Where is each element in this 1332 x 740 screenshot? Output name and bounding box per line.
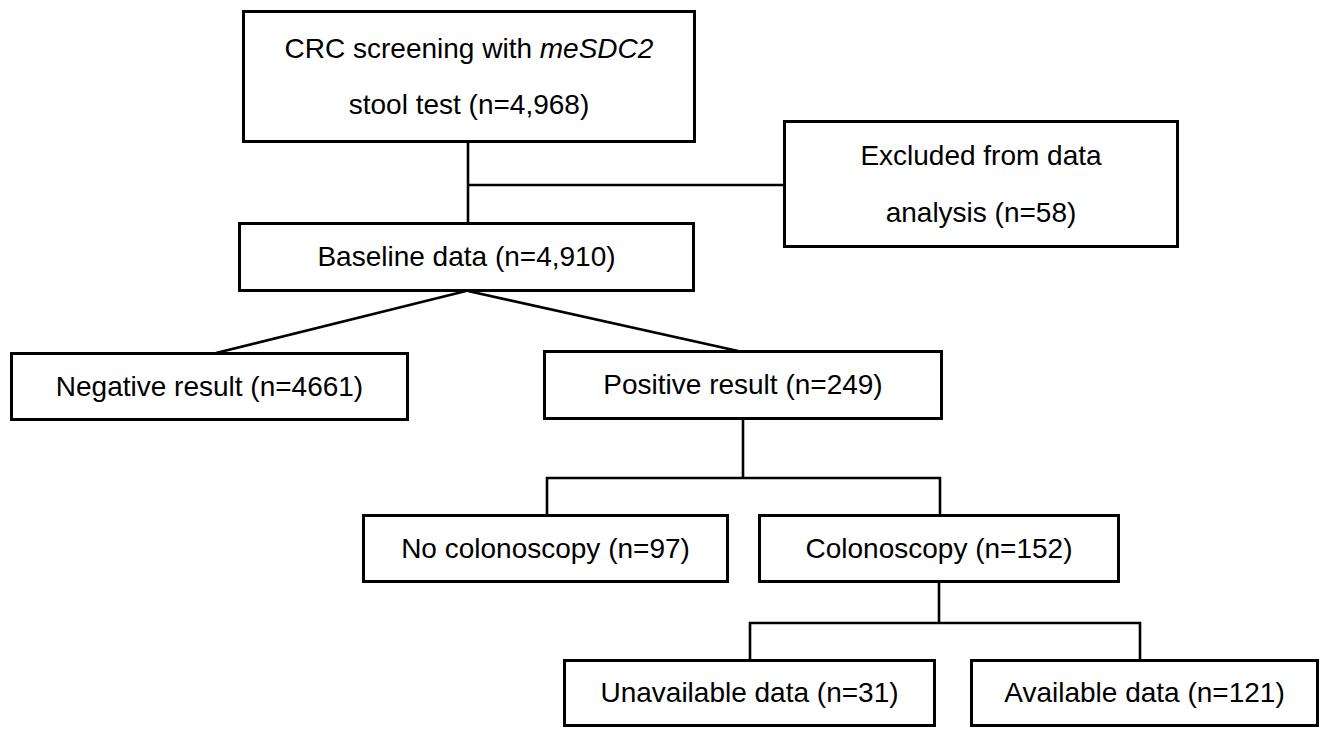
node-available-data: Available data (n=121) xyxy=(970,659,1319,727)
node-negative-result-label: Negative result (n=4661) xyxy=(56,372,363,401)
gene-name-mesdc2: meSDC2 xyxy=(540,33,654,64)
node-excluded: Excluded from data analysis (n=58) xyxy=(783,120,1179,248)
connector-data-split xyxy=(750,623,1140,659)
node-baseline-data-label: Baseline data (n=4,910) xyxy=(317,242,615,271)
node-available-data-label: Available data (n=121) xyxy=(1004,678,1284,707)
node-crc-screening-line1: CRC screening with meSDC2 xyxy=(285,34,654,63)
node-no-colonoscopy: No colonoscopy (n=97) xyxy=(362,514,729,583)
node-crc-screening-line2: stool test (n=4,968) xyxy=(349,90,589,119)
node-positive-result-label: Positive result (n=249) xyxy=(603,370,882,399)
connector-colonoscopy-split xyxy=(547,478,940,514)
node-unavailable-data-label: Unavailable data (n=31) xyxy=(600,678,898,707)
flow-diagram: CRC screening with meSDC2 stool test (n=… xyxy=(0,0,1332,740)
node-negative-result: Negative result (n=4661) xyxy=(10,352,409,421)
node-colonoscopy-label: Colonoscopy (n=152) xyxy=(806,534,1073,563)
node-colonoscopy: Colonoscopy (n=152) xyxy=(758,514,1120,583)
connector-baseline-negative xyxy=(216,291,466,353)
node-excluded-line1: Excluded from data xyxy=(860,141,1101,170)
node-unavailable-data: Unavailable data (n=31) xyxy=(563,659,936,727)
node-excluded-line2: analysis (n=58) xyxy=(886,198,1077,227)
connector-baseline-positive xyxy=(468,291,738,351)
node-baseline-data: Baseline data (n=4,910) xyxy=(238,222,695,292)
node-crc-screening: CRC screening with meSDC2 stool test (n=… xyxy=(242,10,696,143)
node-no-colonoscopy-label: No colonoscopy (n=97) xyxy=(401,534,690,563)
node-crc-screening-text: CRC screening with xyxy=(285,33,540,64)
node-positive-result: Positive result (n=249) xyxy=(543,350,943,420)
